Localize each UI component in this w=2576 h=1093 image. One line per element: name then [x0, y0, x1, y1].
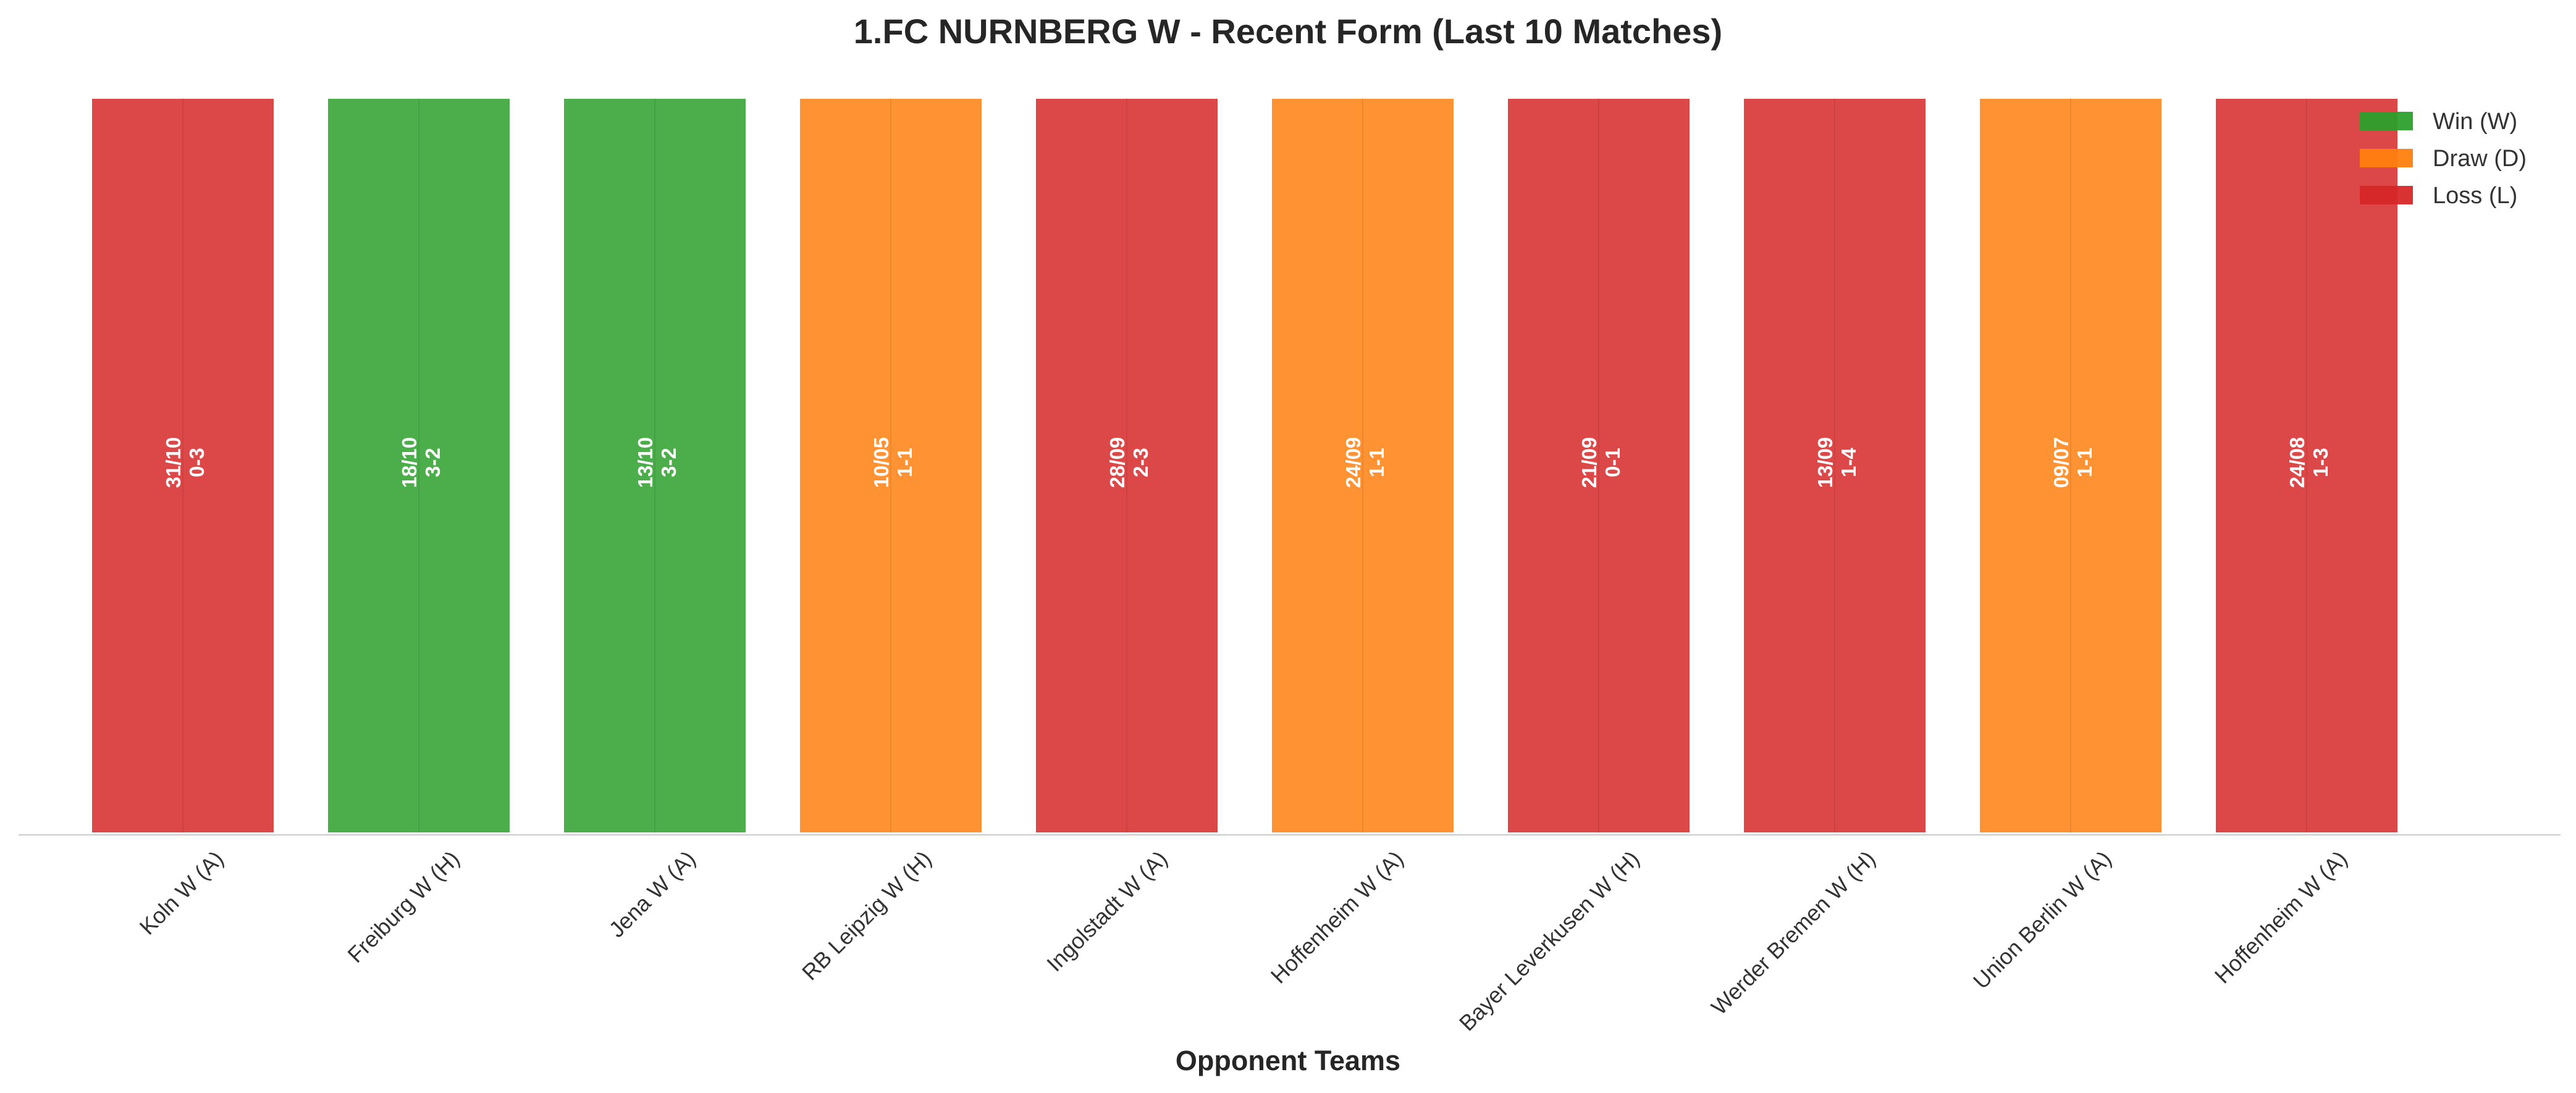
bar-score-label: 1-1 [1365, 448, 1388, 477]
bar-10 [2213, 96, 2400, 835]
bar-date-label: 28/09 [1106, 437, 1129, 488]
bar-6 [1269, 96, 1456, 835]
legend-label-d: Draw (D) [2433, 146, 2527, 172]
bar-label-1: 31/100-3 [162, 437, 208, 488]
bar-5 [1033, 96, 1220, 835]
bar-date-label: 13/09 [1814, 437, 1837, 488]
bars-group: 31/100-3 18/103-2 13/103-2 10/051-1 28/092-3… [90, 96, 2400, 835]
bar-date-label: 21/09 [1578, 437, 1601, 488]
chart-title: 1.FC NURNBERG W - Recent Form (Last 10 M… [854, 12, 1722, 51]
bar-label-3: 13/103-2 [634, 437, 680, 488]
bar-label-10: 24/081-3 [2286, 437, 2332, 488]
x-tick-label-6: Hoffenheim W (A) [1266, 846, 1408, 989]
bar-score-label: 1-1 [893, 448, 916, 477]
bar-label-9: 09/071-1 [2050, 437, 2096, 488]
x-tick-label-9: Union Berlin W (A) [1968, 846, 2116, 994]
bar-date-label: 24/09 [1342, 437, 1365, 488]
legend-label-w: Win (W) [2433, 109, 2517, 135]
x-tick-label-8: Werder Bremen W (H) [1706, 846, 1880, 1020]
bar-date-label: 13/10 [634, 437, 657, 488]
legend-swatch-w [2360, 112, 2413, 130]
bar-score-label: 0-1 [1601, 448, 1624, 477]
x-tick-label-10: Hoffenheim W (A) [2210, 846, 2352, 989]
bar-score-label: 1-4 [1837, 448, 1860, 477]
bar-label-4: 10/051-1 [870, 437, 916, 488]
bar-7 [1505, 96, 1692, 835]
bar-score-label: 2-3 [1129, 448, 1152, 477]
bar-date-label: 09/07 [2050, 437, 2073, 488]
bar-date-label: 24/08 [2286, 437, 2309, 488]
bar-label-5: 28/092-3 [1106, 437, 1152, 488]
bar-label-6: 24/091-1 [1342, 437, 1388, 488]
bar-label-2: 18/103-2 [398, 437, 444, 488]
bar-1 [90, 96, 276, 835]
bar-date-label: 18/10 [398, 437, 421, 488]
bar-score-label: 0-3 [185, 448, 208, 477]
bar-4 [798, 96, 984, 835]
bar-2 [326, 96, 512, 835]
x-tick-label-7: Bayer Leverkusen W (H) [1454, 846, 1644, 1036]
bar-date-label: 31/10 [162, 437, 185, 488]
legend-swatch-l [2360, 186, 2413, 204]
legend-swatch-d [2360, 149, 2413, 167]
x-tick-label-3: Jena W (A) [604, 846, 700, 942]
legend-label-l: Loss (L) [2433, 183, 2517, 209]
x-tick-label-5: Ingolstadt W (A) [1042, 846, 1172, 976]
bar-score-label: 1-1 [2073, 448, 2096, 477]
legend: Win (W) Draw (D) Loss (L) [2360, 109, 2527, 209]
x-tick-label-1: Koln W (A) [135, 846, 229, 940]
bar-date-label: 10/05 [870, 437, 893, 488]
bar-label-7: 21/090-1 [1578, 437, 1624, 488]
bar-3 [562, 96, 748, 835]
x-tick-labels: Koln W (A) Freiburg W (H) Jena W (A) RB Lei… [135, 846, 2352, 1036]
bar-score-label: 1-3 [2309, 448, 2332, 477]
bar-label-8: 13/091-4 [1814, 437, 1860, 488]
x-tick-label-4: RB Leipzig W (H) [797, 846, 937, 986]
bar-score-label: 3-2 [421, 448, 444, 477]
x-tick-label-2: Freiburg W (H) [342, 846, 464, 968]
bar-9 [1977, 96, 2164, 835]
bar-8 [1741, 96, 1928, 835]
bar-score-label: 3-2 [657, 448, 680, 477]
x-axis-label: Opponent Teams [1176, 1045, 1400, 1076]
